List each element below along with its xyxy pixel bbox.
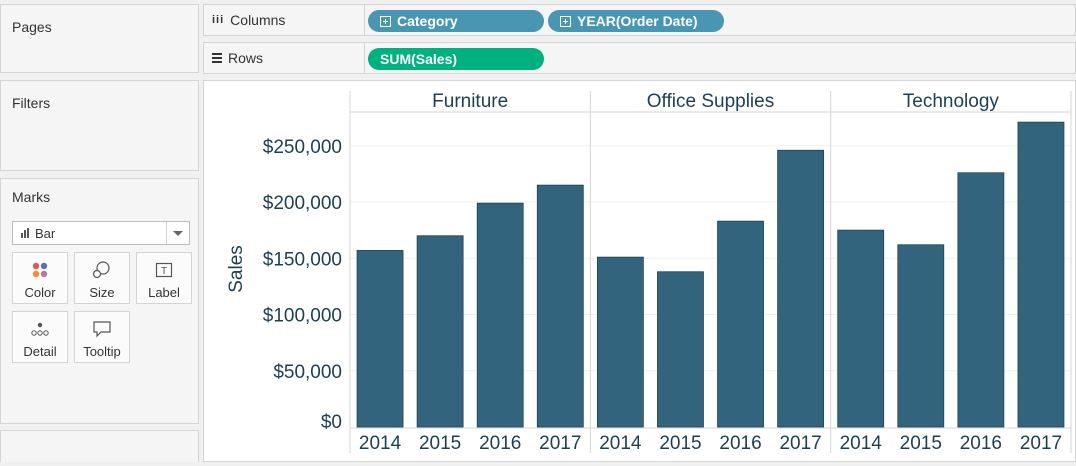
category-pill[interactable]: Category (368, 10, 544, 32)
color-icon (29, 259, 51, 281)
x-tick-label: 2014 (359, 433, 402, 454)
columns-icon: iii (212, 14, 225, 26)
year-pill-label: YEAR(Order Date) (577, 13, 698, 29)
year-order-date-pill[interactable]: YEAR(Order Date) (548, 10, 724, 32)
bar[interactable] (536, 184, 584, 428)
size-label: Size (89, 285, 115, 300)
x-tick-label: 2014 (599, 433, 642, 454)
filters-card[interactable]: Filters (0, 80, 199, 171)
bar[interactable] (476, 202, 524, 428)
sales-bar-chart[interactable]: $0 $50,000 $100,000 $150,000 $200,000 $250,00… (204, 81, 1075, 461)
color-button[interactable]: Color (12, 252, 68, 304)
size-button[interactable]: Size (74, 252, 130, 304)
mark-type-value: Bar (35, 225, 56, 241)
y-tick-label: $100,000 (263, 306, 342, 327)
y-tick-label: $0 (321, 412, 342, 433)
shelf-divider (364, 5, 365, 35)
tooltip-button[interactable]: Tooltip (74, 311, 130, 363)
filters-title: Filters (12, 95, 51, 111)
x-tick-label: 2016 (960, 433, 1002, 454)
bar[interactable] (596, 256, 644, 428)
detail-button[interactable]: Detail (12, 311, 68, 363)
y-tick-label: $250,000 (263, 137, 342, 158)
bar[interactable] (957, 172, 1005, 428)
columns-shelf[interactable]: iii Columns Category YEAR(Order Date) (203, 4, 1076, 36)
x-tick-label: 2014 (840, 433, 883, 454)
panel-header-furniture: Furniture (432, 91, 508, 112)
x-tick-label: 2017 (539, 433, 581, 454)
rows-shelf-label: Rows (212, 50, 263, 66)
x-tick-label: 2017 (1020, 433, 1062, 454)
rows-shelf[interactable]: Rows SUM(Sales) (203, 42, 1076, 74)
y-tick-label: $150,000 (263, 249, 342, 270)
shelf-divider (364, 43, 365, 73)
sum-sales-pill[interactable]: SUM(Sales) (368, 48, 544, 70)
bar[interactable] (416, 235, 464, 428)
detail-icon (29, 318, 51, 340)
bar[interactable] (777, 149, 825, 428)
bar[interactable] (356, 249, 404, 428)
bar[interactable] (837, 229, 885, 428)
columns-shelf-label: iii Columns (212, 12, 285, 28)
bar[interactable] (657, 271, 704, 428)
bar[interactable] (1017, 121, 1065, 428)
detail-label: Detail (23, 344, 57, 359)
bar[interactable] (717, 220, 764, 428)
tooltip-label: Tooltip (83, 344, 121, 359)
expand-icon[interactable] (380, 15, 391, 27)
category-pill-label: Category (397, 13, 458, 29)
x-tick-label: 2016 (719, 433, 761, 454)
panel-header-office-supplies: Office Supplies (647, 91, 774, 112)
bar-chart-icon (21, 228, 29, 238)
chevron-down-icon[interactable] (166, 222, 189, 244)
marks-card: Marks Bar Color Size (0, 178, 199, 424)
svg-text:T: T (161, 266, 167, 277)
panel-header-technology: Technology (903, 91, 1000, 112)
expand-icon[interactable] (560, 15, 571, 27)
color-label: Color (24, 285, 56, 300)
viz-area[interactable]: $0 $50,000 $100,000 $150,000 $200,000 $250,00… (203, 80, 1076, 462)
pages-card: Pages (0, 4, 199, 73)
y-tick-label: $50,000 (273, 362, 342, 383)
tooltip-icon (91, 318, 113, 340)
label-button[interactable]: T Label (136, 252, 192, 304)
x-tick-label: 2015 (659, 433, 701, 454)
size-icon (91, 259, 113, 281)
sum-sales-pill-label: SUM(Sales) (380, 51, 458, 67)
x-tick-label: 2015 (900, 433, 942, 454)
bar[interactable] (897, 244, 945, 428)
marks-title: Marks (12, 189, 51, 205)
mark-type-dropdown[interactable]: Bar (12, 221, 190, 245)
y-tick-label: $200,000 (263, 193, 342, 214)
columns-label: Columns (230, 12, 286, 28)
rows-label: Rows (228, 50, 264, 66)
left-pane-bottom (0, 430, 199, 462)
x-tick-label: 2017 (779, 433, 821, 454)
rows-icon (212, 53, 222, 63)
label-icon: T (153, 259, 175, 281)
pages-title: Pages (12, 19, 52, 35)
x-tick-label: 2016 (479, 433, 521, 454)
x-tick-label: 2015 (419, 433, 461, 454)
label-label: Label (148, 285, 180, 300)
y-axis-title: Sales (226, 245, 247, 293)
